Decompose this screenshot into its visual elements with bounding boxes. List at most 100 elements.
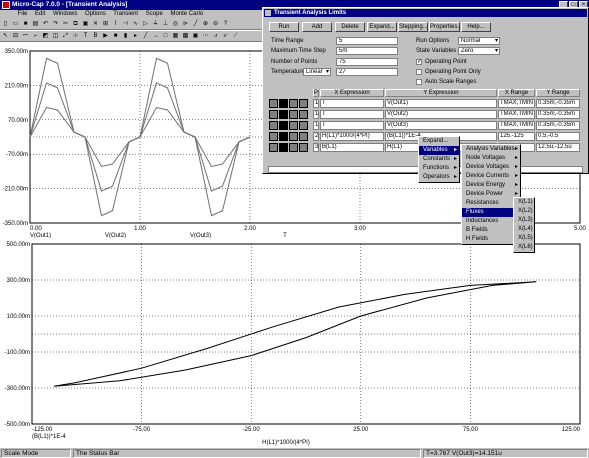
add-button[interactable]: Add xyxy=(302,22,332,32)
component-mode-icon[interactable]: ⊟ xyxy=(12,33,19,39)
stop-icon[interactable]: ■ xyxy=(113,33,118,39)
paste-icon[interactable]: ▣ xyxy=(82,21,89,27)
slope-icon[interactable]: ⟋ xyxy=(233,33,238,39)
cut-icon[interactable]: ✂ xyxy=(62,21,69,27)
row-y-expression[interactable]: V(Out2) xyxy=(385,110,497,119)
number-of-points-input[interactable]: 75 xyxy=(336,58,398,66)
grid-header-x-range[interactable]: X Range xyxy=(498,89,535,97)
row-option-button[interactable] xyxy=(299,99,308,108)
row-option-button[interactable] xyxy=(279,99,288,108)
context-menu-item[interactable]: Constants ▸ xyxy=(419,155,459,164)
step-icon[interactable]: ▸ xyxy=(133,33,137,39)
variables-menu-item[interactable]: Node Voltages ▸ xyxy=(462,154,520,163)
plot2-svg[interactable]: 500.00m 300.00m 100.00m -100.00m -300.00m -50… xyxy=(0,240,589,447)
text-icon[interactable]: T xyxy=(83,33,88,39)
row-option-button[interactable] xyxy=(279,132,288,141)
delete-icon[interactable]: ✕ xyxy=(92,21,99,27)
run-options-select[interactable]: Normal ▾ xyxy=(458,37,500,45)
graph-mode-icon[interactable]: ◫ xyxy=(52,33,59,39)
wire-mode-icon[interactable]: ⌐ xyxy=(33,33,38,39)
wire-icon[interactable]: ╱ xyxy=(193,21,198,27)
row-option-button[interactable] xyxy=(299,143,308,152)
scale-mode-icon[interactable]: ⤢ xyxy=(63,33,68,39)
rectangle-icon[interactable]: □ xyxy=(163,33,168,39)
max-time-step-input[interactable]: 5m xyxy=(336,47,398,55)
peak-icon[interactable]: ⩘ xyxy=(213,33,218,39)
auto-scale-checkbox[interactable] xyxy=(416,79,422,85)
temperature-mode-select[interactable]: Linear ▾ xyxy=(303,68,331,76)
row-x-expression[interactable]: T xyxy=(320,99,384,108)
row-option-button[interactable] xyxy=(289,132,298,141)
variables-menu-item[interactable]: Device Voltages ▸ xyxy=(462,163,520,172)
variables-menu-item[interactable]: Analysis Variables ▸ xyxy=(462,145,520,154)
run-button[interactable]: Run xyxy=(269,22,299,32)
row-plot-number[interactable]: 1 xyxy=(313,99,319,108)
row-x-expression[interactable]: T xyxy=(320,121,384,130)
select-all-icon[interactable]: ⊞ xyxy=(102,21,109,27)
grid-header-x-expression[interactable]: X Expression xyxy=(320,89,384,97)
variables-menu-item[interactable]: Resistances xyxy=(462,199,520,208)
row-option-button[interactable] xyxy=(289,99,298,108)
zoom-in-icon[interactable]: ⊕ xyxy=(202,21,209,27)
row-y-expression[interactable]: V(Out3) xyxy=(385,121,497,130)
row-option-button[interactable] xyxy=(299,132,308,141)
properties-button[interactable]: Properties... xyxy=(429,22,463,32)
row-option-button[interactable] xyxy=(279,121,288,130)
row-plot-number[interactable]: 1 xyxy=(313,110,319,119)
row-option-button[interactable] xyxy=(279,143,288,152)
app-icon[interactable] xyxy=(2,1,10,9)
row-y-range[interactable]: 12.5u,-12.5u xyxy=(536,143,580,152)
transistor-icon[interactable]: ⊳ xyxy=(182,21,189,27)
row-y-range[interactable]: 0.35m,-0.35m xyxy=(536,99,580,108)
row-option-button[interactable] xyxy=(289,110,298,119)
stepping-button[interactable]: Stepping... xyxy=(398,22,428,32)
tokens-icon[interactable]: ▣ xyxy=(192,33,199,39)
row-x-expression[interactable]: B(L1) xyxy=(320,143,384,152)
minor-grid-icon[interactable]: ▩ xyxy=(182,33,189,39)
menu-file[interactable]: File xyxy=(17,11,28,17)
row-x-range[interactable]: TMAX,TMIN xyxy=(498,121,535,130)
row-y-range[interactable]: 0.5,-0.5 xyxy=(536,132,580,141)
menu-windows[interactable]: Windows xyxy=(53,11,78,17)
variables-menu-item[interactable]: Device Currents ▸ xyxy=(462,172,520,181)
row-option-button[interactable] xyxy=(289,121,298,130)
row-option-button[interactable] xyxy=(269,121,278,130)
help-icon[interactable]: ? xyxy=(223,21,228,27)
time-range-input[interactable]: 5 xyxy=(336,37,398,45)
grid-icon[interactable]: ▦ xyxy=(172,33,179,39)
menu-transient[interactable]: Transient xyxy=(113,11,139,17)
delete-button[interactable]: Delete xyxy=(335,22,365,32)
zoom-out-icon[interactable]: ⊖ xyxy=(212,21,219,27)
select-arrow-icon[interactable]: ↖ xyxy=(2,33,9,39)
valley-icon[interactable]: ⩗ xyxy=(223,33,228,39)
info-mode-icon[interactable]: ◩ xyxy=(42,33,49,39)
context-menu-item[interactable]: Functions ▸ xyxy=(419,164,459,173)
grid-header-y-expression[interactable]: Y Expression xyxy=(385,89,497,97)
temperature-input[interactable]: 27 xyxy=(336,68,398,76)
variables-menu-item[interactable]: Fluxes▸ xyxy=(462,208,520,217)
battery-icon[interactable]: ⊥ xyxy=(162,21,169,27)
row-x-expression[interactable]: T xyxy=(320,110,384,119)
row-x-expression[interactable]: H(L1)*1000/(4*PI) xyxy=(320,132,384,141)
context-menu-item[interactable]: Expand... xyxy=(419,137,459,146)
inductor-icon[interactable]: ∿ xyxy=(132,21,139,27)
copy-icon[interactable]: ⧉ xyxy=(73,21,78,27)
row-y-range[interactable]: 0.35m,-0.35m xyxy=(536,110,580,119)
fluxes-menu-item[interactable]: X(L3) xyxy=(514,216,534,225)
fluxes-menu-item[interactable]: X(L1) xyxy=(514,198,534,207)
row-option-button[interactable] xyxy=(299,121,308,130)
row-x-range[interactable]: TMAX,TMIN xyxy=(498,110,535,119)
context-menu-item[interactable]: Operators ▸ xyxy=(419,173,459,182)
row-x-range[interactable]: 125,-125 xyxy=(498,132,535,141)
expand-button[interactable]: Expand... xyxy=(367,22,397,32)
variables-menu-item[interactable]: Device Energy ▸ xyxy=(462,181,520,190)
undo-icon[interactable]: ↶ xyxy=(42,21,49,27)
variables-menu-item[interactable]: H Fields▸ xyxy=(462,235,520,244)
fluxes-menu-item[interactable]: X(L4) xyxy=(514,225,534,234)
fluxes-menu-item[interactable]: X(L5) xyxy=(514,234,534,243)
print-icon[interactable]: ▤ xyxy=(32,21,39,27)
row-x-range[interactable]: TMAX,TMIN xyxy=(498,99,535,108)
plot-bh-curve[interactable]: 500.00m 300.00m 100.00m -100.00m -300.00m -50… xyxy=(0,240,589,447)
help-button[interactable]: Help... xyxy=(461,22,491,32)
new-file-icon[interactable]: ▯ xyxy=(3,21,8,27)
